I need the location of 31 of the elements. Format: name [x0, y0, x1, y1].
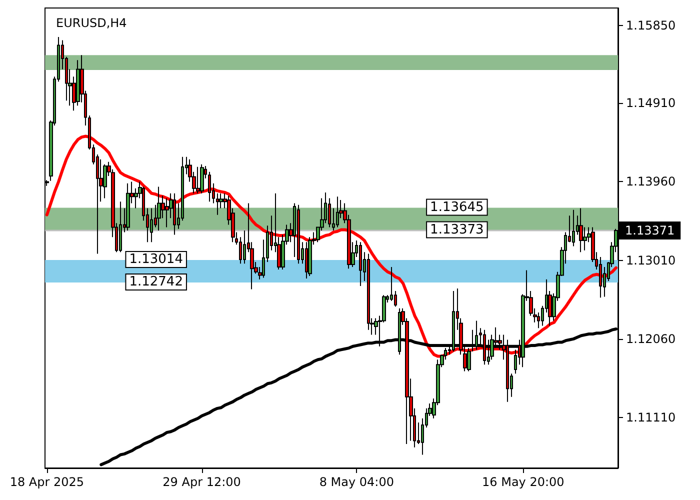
candlestick	[119, 201, 122, 253]
candlestick	[336, 196, 339, 228]
candlestick	[200, 164, 204, 194]
candlestick	[297, 204, 300, 264]
candlestick	[126, 182, 130, 232]
y-tick-label: 1.13960	[626, 174, 676, 189]
candlestick	[196, 166, 200, 194]
y-tick-label: 1.11110	[626, 410, 676, 425]
text: EURUSD,H4	[56, 16, 127, 30]
annotation: 1.13373	[430, 222, 484, 238]
y-tick-label: 1.12060	[626, 332, 676, 346]
candlestick	[359, 242, 362, 286]
y-tick-label: 1.15850	[626, 18, 676, 32]
candlestick	[157, 186, 161, 232]
annotation: 1.13645	[430, 200, 484, 215]
ref-line-label: 1.13371	[625, 223, 675, 238]
x-tick-label: 18 Apr 2025	[10, 475, 84, 489]
annotation: 1.13014	[129, 252, 183, 268]
x-tick-label: 29 Apr 12:00	[162, 475, 241, 489]
x-tick-label: 16 May 20:00	[482, 475, 564, 489]
annotation: 1.12742	[129, 274, 183, 290]
candlestick	[579, 208, 583, 253]
candlestick	[150, 208, 153, 243]
y-tick-label: 1.14910	[626, 96, 676, 110]
candlestick	[572, 209, 575, 247]
y-tick-label: 1.13010	[626, 253, 676, 268]
candlestick	[165, 198, 169, 228]
x-tick-label: 8 May 04:00	[319, 475, 394, 489]
candlestick	[103, 164, 107, 199]
candlestick	[506, 339, 509, 402]
candlestick	[173, 192, 176, 236]
